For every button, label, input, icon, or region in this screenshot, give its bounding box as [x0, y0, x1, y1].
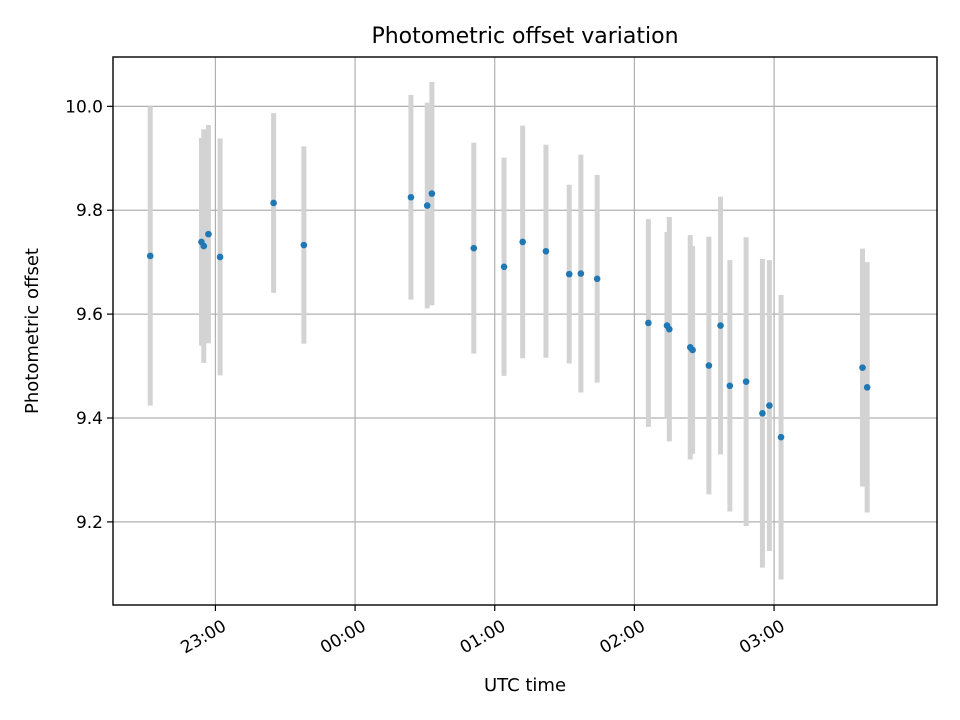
- data-point: [689, 346, 696, 354]
- data-point: [500, 263, 508, 271]
- y-tick-label: 9.6: [76, 305, 103, 325]
- data-point: [593, 275, 601, 283]
- y-tick-label: 10.0: [65, 97, 103, 117]
- data-point: [205, 230, 212, 238]
- data-point: [270, 199, 277, 207]
- data-point: [863, 384, 871, 391]
- data-point: [705, 362, 713, 369]
- data-point: [742, 378, 750, 385]
- data-point: [666, 325, 673, 333]
- data-point: [470, 244, 478, 252]
- data-point: [645, 319, 652, 327]
- data-point: [200, 242, 208, 250]
- data-point: [216, 253, 224, 261]
- data-point: [759, 410, 766, 417]
- data-point: [859, 364, 866, 371]
- data-point: [777, 433, 785, 441]
- data-point: [542, 247, 550, 255]
- data-point: [577, 270, 585, 277]
- chart-title: Photometric offset variation: [371, 24, 678, 49]
- y-axis-label: Photometric offset: [22, 248, 43, 414]
- data-point: [407, 193, 415, 201]
- data-point: [717, 322, 724, 329]
- data-point: [423, 202, 431, 209]
- x-axis-label: UTC time: [484, 675, 566, 696]
- y-tick-label: 9.4: [76, 409, 103, 429]
- point-layer: [146, 190, 871, 441]
- plot-frame: [112, 56, 938, 606]
- data-point: [726, 382, 734, 390]
- data-point: [565, 270, 573, 278]
- y-tick-label: 9.8: [76, 201, 103, 221]
- data-point: [146, 252, 154, 260]
- data-point: [428, 190, 436, 197]
- data-point: [300, 241, 308, 249]
- data-point: [519, 238, 526, 246]
- y-tick-label: 9.2: [76, 513, 103, 533]
- data-point: [766, 402, 773, 409]
